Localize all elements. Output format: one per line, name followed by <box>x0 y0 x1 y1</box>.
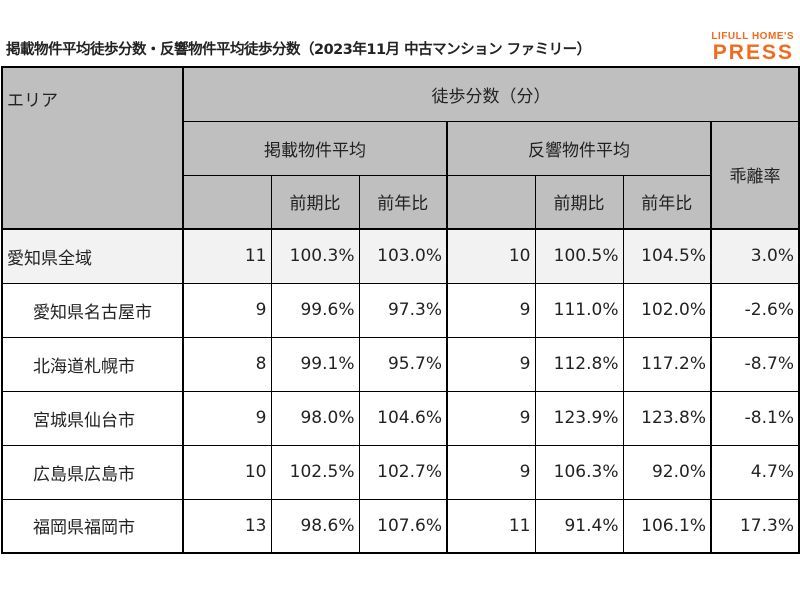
cell-gap: -8.1% <box>710 390 800 446</box>
cell-inquiry-pp: 106.3% <box>534 444 624 500</box>
cell-listed-pp: 99.6% <box>270 282 360 338</box>
table-row: 福岡県福岡市 13 98.6% 107.6% 11 91.4% 106.1% 17.3% <box>1 498 800 554</box>
header-inquiry-avg: 反響物件平均 <box>446 120 712 176</box>
cell-inquiry-py: 104.5% <box>622 228 712 284</box>
cell-listed-py: 95.7% <box>358 336 448 392</box>
cell-listed-py: 107.6% <box>358 498 448 554</box>
cell-area: 北海道札幌市 <box>1 336 184 392</box>
table-row: 広島県広島市 10 102.5% 102.7% 9 106.3% 92.0% 4.7% <box>1 444 800 500</box>
cell-inquiry-pp: 111.0% <box>534 282 624 338</box>
cell-area: 広島県広島市 <box>1 444 184 500</box>
cell-inquiry-py: 106.1% <box>622 498 712 554</box>
cell-gap: -8.7% <box>710 336 800 392</box>
cell-listed-py: 103.0% <box>358 228 448 284</box>
cell-gap: 3.0% <box>710 228 800 284</box>
walk-minutes-table: エリア 徒歩分数（分） 掲載物件平均 反響物件平均 乖離率 前期比 前年比 前期… <box>1 66 800 554</box>
header-listed-avg: 掲載物件平均 <box>182 120 448 176</box>
cell-listed-py: 97.3% <box>358 282 448 338</box>
cell-listed: 13 <box>182 498 272 554</box>
logo-line1: LIFULL HOME'S <box>711 31 794 42</box>
cell-listed-pp: 100.3% <box>270 228 360 284</box>
header-inquiry-prev-period: 前期比 <box>534 174 624 230</box>
cell-gap: 17.3% <box>710 498 800 554</box>
cell-inquiry-py: 117.2% <box>622 336 712 392</box>
page-title: 掲載物件平均徒歩分数・反響物件平均徒歩分数（2023年11月 中古マンション フ… <box>6 42 591 58</box>
cell-inquiry-pp: 123.9% <box>534 390 624 446</box>
cell-listed-pp: 98.6% <box>270 498 360 554</box>
cell-inquiry-py: 102.0% <box>622 282 712 338</box>
table-row: 宮城県仙台市 9 98.0% 104.6% 9 123.9% 123.8% -8.1% <box>1 390 800 446</box>
cell-listed-py: 104.6% <box>358 390 448 446</box>
cell-inquiry-pp: 100.5% <box>534 228 624 284</box>
header-walk-minutes: 徒歩分数（分） <box>182 66 800 122</box>
cell-listed: 9 <box>182 390 272 446</box>
cell-area: 福岡県福岡市 <box>1 498 184 554</box>
cell-area: 宮城県仙台市 <box>1 390 184 446</box>
table-row: 愛知県全域 11 100.3% 103.0% 10 100.5% 104.5% 3.0% <box>1 228 800 284</box>
cell-inquiry: 9 <box>446 444 536 500</box>
cell-inquiry: 11 <box>446 498 536 554</box>
cell-inquiry: 9 <box>446 390 536 446</box>
cell-listed-pp: 98.0% <box>270 390 360 446</box>
cell-inquiry: 9 <box>446 336 536 392</box>
header-gap-rate: 乖離率 <box>710 120 800 230</box>
cell-listed-pp: 99.1% <box>270 336 360 392</box>
cell-inquiry: 9 <box>446 282 536 338</box>
cell-area: 愛知県名古屋市 <box>1 282 184 338</box>
header-listed-blank <box>182 175 272 230</box>
cell-listed: 10 <box>182 444 272 500</box>
header-inquiry-prev-year: 前年比 <box>622 174 712 230</box>
table-row: 北海道札幌市 8 99.1% 95.7% 9 112.8% 117.2% -8.7% <box>1 336 800 392</box>
cell-gap: -2.6% <box>710 282 800 338</box>
cell-inquiry-pp: 91.4% <box>534 498 624 554</box>
header-listed-prev-period: 前期比 <box>270 174 360 230</box>
lifull-homes-press-logo: LIFULL HOME'S PRESS <box>711 31 794 64</box>
logo-line2: PRESS <box>712 41 794 64</box>
cell-listed-pp: 102.5% <box>270 444 360 500</box>
cell-listed: 8 <box>182 336 272 392</box>
cell-listed: 11 <box>182 228 272 284</box>
cell-inquiry-py: 123.8% <box>622 390 712 446</box>
cell-gap: 4.7% <box>710 444 800 500</box>
header-inquiry-blank <box>446 175 536 230</box>
cell-listed: 9 <box>182 282 272 338</box>
header-listed-prev-year: 前年比 <box>358 174 448 230</box>
cell-inquiry-pp: 112.8% <box>534 336 624 392</box>
table-row: 愛知県名古屋市 9 99.6% 97.3% 9 111.0% 102.0% -2.6% <box>1 282 800 338</box>
cell-inquiry-py: 92.0% <box>622 444 712 500</box>
cell-area: 愛知県全域 <box>1 228 184 284</box>
cell-inquiry: 10 <box>446 228 536 284</box>
cell-listed-py: 102.7% <box>358 444 448 500</box>
header-area: エリア <box>1 66 184 230</box>
